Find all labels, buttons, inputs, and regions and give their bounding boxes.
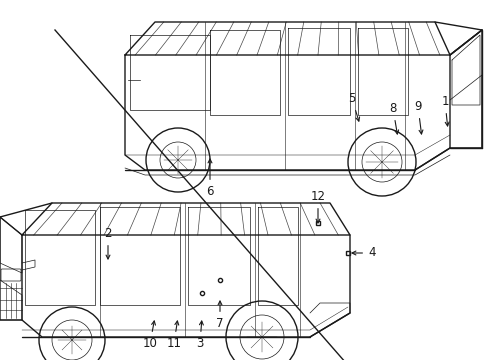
Text: 11: 11	[166, 321, 181, 350]
Text: 12: 12	[310, 190, 325, 223]
Text: 2: 2	[104, 227, 112, 259]
Text: 6: 6	[206, 159, 213, 198]
Text: 3: 3	[196, 321, 203, 350]
Text: 1: 1	[440, 95, 448, 126]
Text: 8: 8	[388, 102, 398, 134]
Text: 10: 10	[142, 321, 157, 350]
Text: 4: 4	[351, 247, 375, 260]
Text: 7: 7	[216, 301, 224, 330]
Text: 9: 9	[413, 100, 422, 134]
Text: 5: 5	[347, 92, 359, 121]
